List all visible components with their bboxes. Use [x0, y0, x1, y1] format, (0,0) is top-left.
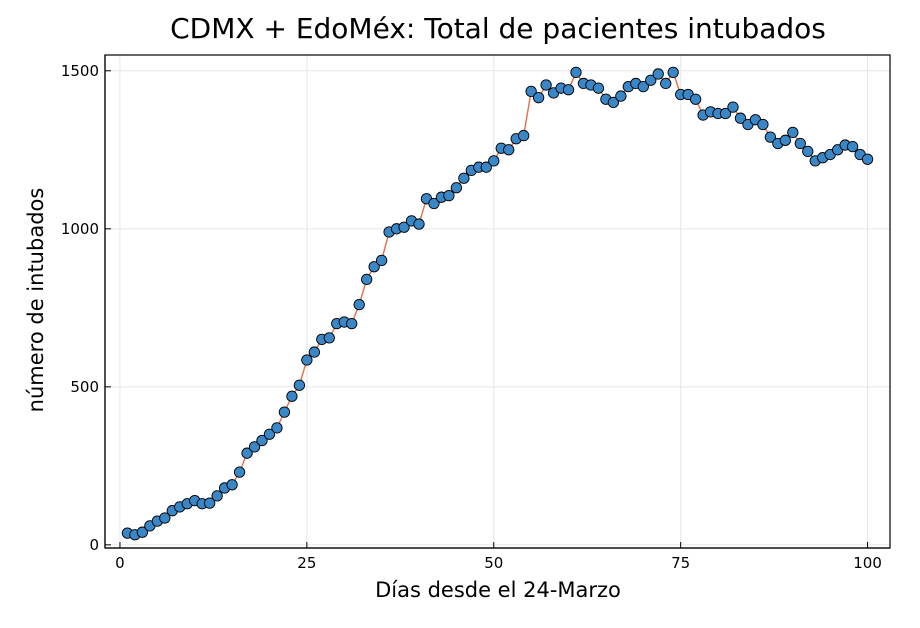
data-point: [734, 112, 747, 124]
data-point: [719, 107, 732, 120]
data-point: [286, 390, 298, 402]
y-tick-label: 0: [89, 536, 99, 554]
x-tick-label: 0: [115, 554, 125, 572]
data-point: [787, 126, 799, 139]
data-point: [278, 406, 291, 418]
data-point: [368, 261, 380, 273]
data-point: [136, 526, 149, 538]
data-point: [263, 428, 276, 440]
data-point: [271, 422, 283, 434]
gridlines: [105, 55, 890, 548]
y-tick-label: 500: [70, 378, 99, 396]
data-point: [570, 66, 582, 79]
data-point: [480, 161, 492, 173]
data-point: [375, 254, 388, 267]
data-point: [518, 129, 530, 142]
data-point: [764, 131, 777, 143]
data-point: [413, 218, 425, 230]
data-point: [846, 140, 859, 153]
y-tick-label: 1500: [61, 62, 99, 80]
data-point: [779, 134, 791, 146]
data-point: [428, 197, 440, 210]
data-point: [488, 155, 500, 167]
data-point: [443, 189, 455, 202]
x-tick-label: 75: [671, 554, 690, 572]
data-point: [308, 346, 320, 358]
data-point: [241, 447, 253, 459]
data-point: [361, 273, 373, 286]
data-series: [121, 66, 874, 541]
data-point: [159, 512, 171, 524]
x-tick-label: 25: [297, 554, 316, 572]
y-axis-label: número de intubados: [24, 188, 48, 413]
data-point: [532, 92, 545, 104]
data-point: [525, 85, 537, 97]
series-line: [127, 70, 868, 536]
data-point: [353, 299, 365, 311]
plot-frame: [104, 54, 891, 549]
data-point: [204, 497, 216, 509]
y-tick-label: 1000: [61, 220, 99, 238]
data-point: [615, 90, 627, 102]
data-point: [562, 84, 575, 96]
data-point: [248, 441, 261, 453]
data-point: [398, 221, 410, 233]
data-point: [346, 317, 358, 330]
data-point: [540, 79, 552, 91]
x-axis-label: Días desde el 24-Marzo: [375, 578, 621, 602]
data-point: [607, 96, 620, 109]
data-point: [689, 93, 702, 105]
x-tick-label: 100: [853, 554, 882, 572]
data-point: [503, 144, 515, 156]
data-point: [757, 118, 769, 131]
data-point: [802, 145, 814, 158]
data-point: [233, 466, 246, 478]
data-point: [226, 479, 238, 491]
data-point: [727, 101, 739, 113]
data-point: [667, 66, 679, 79]
data-point: [861, 153, 874, 165]
chart-title: CDMX + EdoMéx: Total de pacientes intuba…: [170, 12, 826, 45]
data-point: [645, 74, 657, 86]
data-point: [660, 77, 672, 90]
data-point: [293, 379, 306, 391]
data-point: [450, 182, 463, 194]
data-point: [637, 80, 649, 93]
data-point: [301, 354, 313, 366]
x-tick-label: 50: [484, 554, 503, 572]
data-point: [592, 82, 605, 94]
data-point: [652, 68, 664, 80]
data-point: [211, 490, 223, 502]
data-point: [256, 434, 268, 447]
data-point: [458, 172, 470, 184]
data-point: [794, 137, 806, 150]
data-point: [323, 332, 335, 344]
